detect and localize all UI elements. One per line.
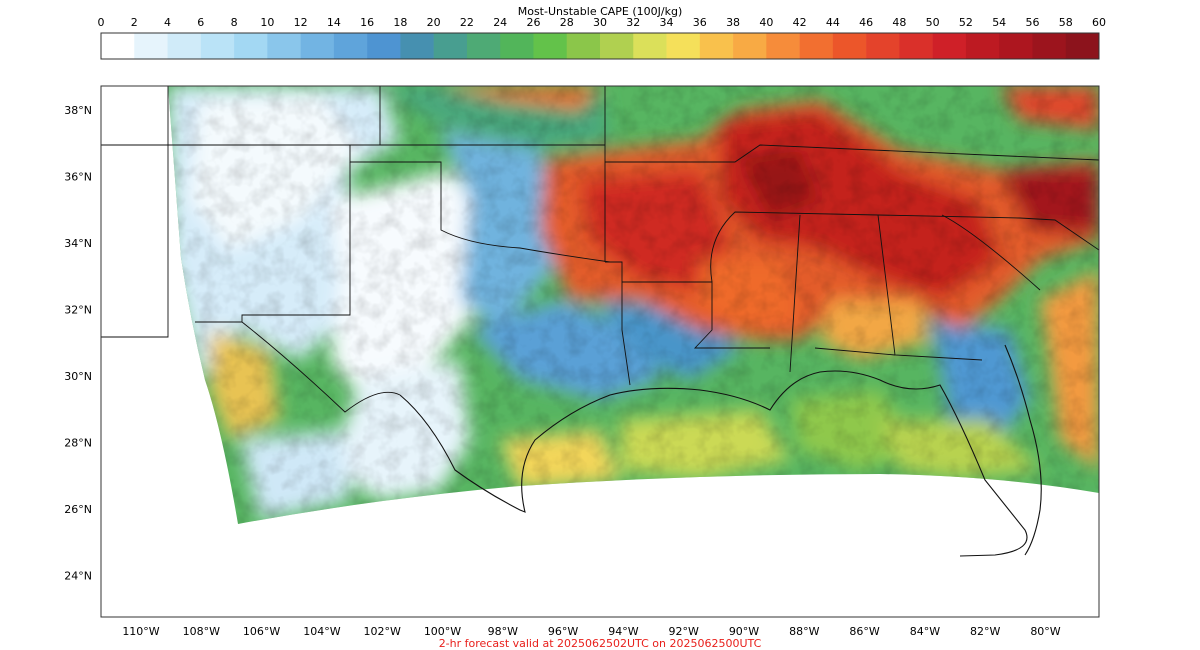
longitude-labels: 110°W 108°W 106°W 104°W 102°W 100°W 98°W 96°W 94… xyxy=(122,625,1060,638)
colorbar-tick-label: 24 xyxy=(493,16,507,29)
longitude-label: 82°W xyxy=(970,625,1000,638)
longitude-label: 90°W xyxy=(729,625,759,638)
colorbar-tick-label: 20 xyxy=(427,16,441,29)
colorbar-cell xyxy=(134,33,168,59)
longitude-label: 84°W xyxy=(910,625,940,638)
longitude-label: 102°W xyxy=(364,625,401,638)
colorbar-tick-label: 42 xyxy=(793,16,807,29)
colorbar-cell xyxy=(600,33,634,59)
colorbar-cell xyxy=(167,33,202,59)
colorbar-tick-label: 50 xyxy=(926,16,940,29)
colorbar-tick-label: 6 xyxy=(197,16,204,29)
colorbar-cell xyxy=(433,33,468,59)
colorbar-cell xyxy=(533,33,568,59)
colorbar-cell xyxy=(633,33,667,59)
latitude-label: 26°N xyxy=(64,503,92,516)
colorbar-cell xyxy=(333,33,368,59)
latitude-label: 28°N xyxy=(64,437,92,450)
forecast-valid-text: 2-hr forecast valid at 2025062502UTC on … xyxy=(439,637,762,650)
colorbar-tick-label: 2 xyxy=(131,16,138,29)
map-frame xyxy=(100,85,1100,618)
colorbar-tick-label: 34 xyxy=(660,16,674,29)
colorbar-cell xyxy=(267,33,301,59)
colorbar-cell xyxy=(899,33,933,59)
longitude-label: 100°W xyxy=(424,625,461,638)
colorbar-tick-label: 8 xyxy=(231,16,238,29)
longitude-label: 106°W xyxy=(243,625,280,638)
latitude-label: 24°N xyxy=(64,570,92,583)
longitude-label: 88°W xyxy=(789,625,819,638)
colorbar-cell xyxy=(400,33,434,59)
colorbar-tick-label: 26 xyxy=(526,16,540,29)
colorbar-cell xyxy=(666,33,701,59)
colorbar-tick-label: 4 xyxy=(164,16,171,29)
colorbar-cell xyxy=(766,33,800,59)
colorbar-cell xyxy=(699,33,734,59)
coastline xyxy=(399,344,1042,557)
colorbar-tick-label: 18 xyxy=(393,16,407,29)
colorbar-tick-label: 52 xyxy=(959,16,973,29)
colorbar-tick-label: 46 xyxy=(859,16,873,29)
latitude-label: 38°N xyxy=(64,104,92,117)
colorbar-tick-label: 54 xyxy=(992,16,1006,29)
longitude-label: 104°W xyxy=(303,625,340,638)
longitude-label: 92°W xyxy=(669,625,699,638)
colorbar-tick-label: 58 xyxy=(1059,16,1073,29)
colorbar-tick-label: 48 xyxy=(892,16,906,29)
colorbar-cell xyxy=(300,33,335,59)
colorbar-cell xyxy=(101,33,135,59)
colorbar-cell xyxy=(234,33,268,59)
longitude-label: 80°W xyxy=(1030,625,1060,638)
colorbar-tick-label: 22 xyxy=(460,16,474,29)
colorbar-tick-label: 0 xyxy=(98,16,105,29)
longitude-label: 96°W xyxy=(548,625,578,638)
colorbar-tick-label: 14 xyxy=(327,16,341,29)
colorbar-tick-label: 60 xyxy=(1092,16,1106,29)
colorbar-tick-label: 36 xyxy=(693,16,707,29)
colorbar-cell xyxy=(832,33,867,59)
colorbar-cell xyxy=(999,33,1033,59)
colorbar-tick-label: 30 xyxy=(593,16,607,29)
colorbar-tick-label: 12 xyxy=(294,16,308,29)
longitude-label: 86°W xyxy=(849,625,879,638)
state-boundaries xyxy=(101,86,1099,413)
colorbar-cell xyxy=(932,33,967,59)
colorbar-cell xyxy=(799,33,834,59)
latitude-label: 36°N xyxy=(64,171,92,184)
colorbar-cell xyxy=(466,33,501,59)
cape-field xyxy=(168,86,1099,524)
colorbar-cell xyxy=(1065,33,1100,59)
colorbar-tick-label: 44 xyxy=(826,16,840,29)
colorbar-title: Most-Unstable CAPE (100J/kg) xyxy=(518,5,683,18)
colorbar-cell xyxy=(733,33,767,59)
colorbar-cell xyxy=(965,33,1000,59)
colorbar-tick-label: 40 xyxy=(759,16,773,29)
colorbar-cell xyxy=(566,33,601,59)
colorbar-tick-label: 16 xyxy=(360,16,374,29)
latitude-label: 32°N xyxy=(64,304,92,317)
colorbar-tick-label: 56 xyxy=(1025,16,1039,29)
colorbar-tick-label: 32 xyxy=(626,16,640,29)
colorbar-tick-label: 28 xyxy=(560,16,574,29)
longitude-label: 110°W xyxy=(122,625,159,638)
latitude-label: 30°N xyxy=(64,370,92,383)
colorbar-tick-labels: 0 2 4 6 8 10 12 14 16 18 20 22 24 26 28 30 32 34 36 38 40 42 4… xyxy=(98,16,1107,29)
colorbar-tick-label: 38 xyxy=(726,16,740,29)
colorbar-cell xyxy=(367,33,401,59)
colorbar-cell xyxy=(1032,33,1067,59)
colorbar-frame xyxy=(100,32,1100,60)
colorbar-cell xyxy=(500,33,534,59)
longitude-label: 98°W xyxy=(488,625,518,638)
colorbar xyxy=(101,33,1100,59)
colorbar-cell xyxy=(200,33,235,59)
colorbar-cell xyxy=(866,33,900,59)
longitude-label: 108°W xyxy=(183,625,220,638)
latitude-labels: 38°N 36°N 34°N 32°N 30°N 28°N 26°N 24°N xyxy=(64,104,92,583)
colorbar-tick-label: 10 xyxy=(260,16,274,29)
latitude-label: 34°N xyxy=(64,237,92,250)
longitude-label: 94°W xyxy=(608,625,638,638)
